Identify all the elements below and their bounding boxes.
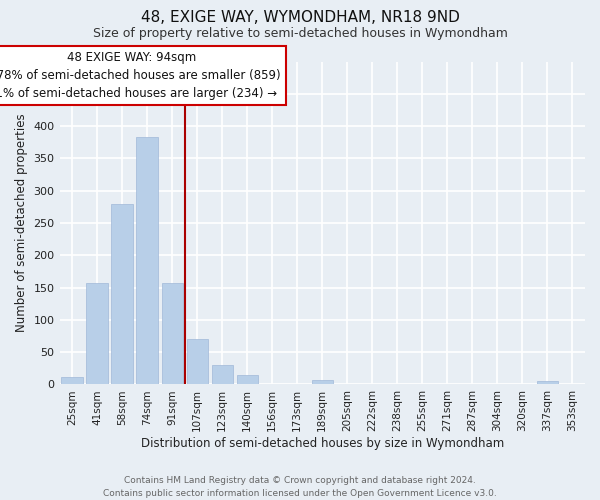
Text: Contains HM Land Registry data © Crown copyright and database right 2024.
Contai: Contains HM Land Registry data © Crown c… [103, 476, 497, 498]
Bar [112, 204, 133, 384]
Bar [136, 137, 158, 384]
Text: 48, EXIGE WAY, WYMONDHAM, NR18 9ND: 48, EXIGE WAY, WYMONDHAM, NR18 9ND [140, 10, 460, 25]
Bar [187, 339, 208, 384]
Bar [537, 381, 558, 384]
Text: Size of property relative to semi-detached houses in Wymondham: Size of property relative to semi-detach… [92, 28, 508, 40]
Bar [236, 376, 258, 384]
Text: 48 EXIGE WAY: 94sqm
← 78% of semi-detached houses are smaller (859)
21% of semi-: 48 EXIGE WAY: 94sqm ← 78% of semi-detach… [0, 51, 281, 100]
X-axis label: Distribution of semi-detached houses by size in Wymondham: Distribution of semi-detached houses by … [140, 437, 504, 450]
Bar [61, 376, 83, 384]
Y-axis label: Number of semi-detached properties: Number of semi-detached properties [15, 114, 28, 332]
Bar [86, 283, 108, 384]
Bar [212, 365, 233, 384]
Bar [161, 283, 183, 384]
Bar [311, 380, 333, 384]
